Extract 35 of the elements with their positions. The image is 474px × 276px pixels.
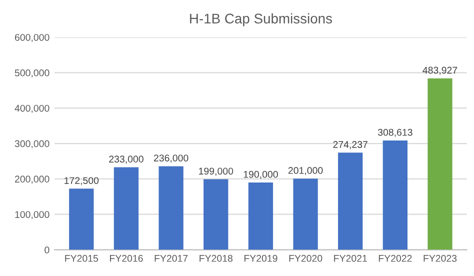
- bar: [293, 178, 318, 250]
- bar: [382, 140, 408, 250]
- data-label: 483,927: [422, 66, 458, 75]
- chart-title: H-1B Cap Submissions: [190, 13, 332, 26]
- x-tick-label: FY2023: [424, 254, 457, 262]
- bar: [158, 166, 184, 250]
- y-tick-label: 0: [44, 246, 50, 254]
- x-tick-label: FY2022: [378, 254, 412, 262]
- y-tick-label: 200,000: [15, 176, 50, 184]
- y-tick-label: 400,000: [14, 104, 50, 113]
- bar: [248, 182, 274, 250]
- y-tick-label: 600,000: [15, 34, 50, 42]
- x-tick-label: FY2021: [334, 254, 367, 262]
- x-tick-label: FY2020: [289, 254, 322, 262]
- x-tick-label: FY2019: [244, 254, 278, 262]
- y-tick-label: 300,000: [14, 140, 50, 148]
- bar: [69, 188, 94, 250]
- data-label: 172,500: [64, 177, 99, 186]
- y-tick-label: 500,000: [14, 69, 50, 78]
- data-label: 199,000: [199, 168, 234, 176]
- x-tick-label: FY2018: [200, 254, 232, 262]
- data-label: 190,000: [244, 170, 278, 179]
- data-label: 236,000: [154, 154, 188, 163]
- data-label: 233,000: [109, 156, 144, 164]
- x-tick-label: FY2016: [110, 254, 143, 262]
- data-label: 201,000: [288, 167, 323, 176]
- bar: [338, 152, 363, 250]
- x-tick-label: FY2017: [154, 254, 188, 262]
- y-tick-label: 100,000: [15, 211, 50, 220]
- x-tick-label: FY2015: [65, 254, 98, 262]
- bar: [428, 78, 452, 250]
- data-label: 308,613: [378, 128, 412, 137]
- bar: [114, 167, 139, 250]
- bar: [204, 179, 228, 250]
- data-label: 274,237: [333, 141, 368, 150]
